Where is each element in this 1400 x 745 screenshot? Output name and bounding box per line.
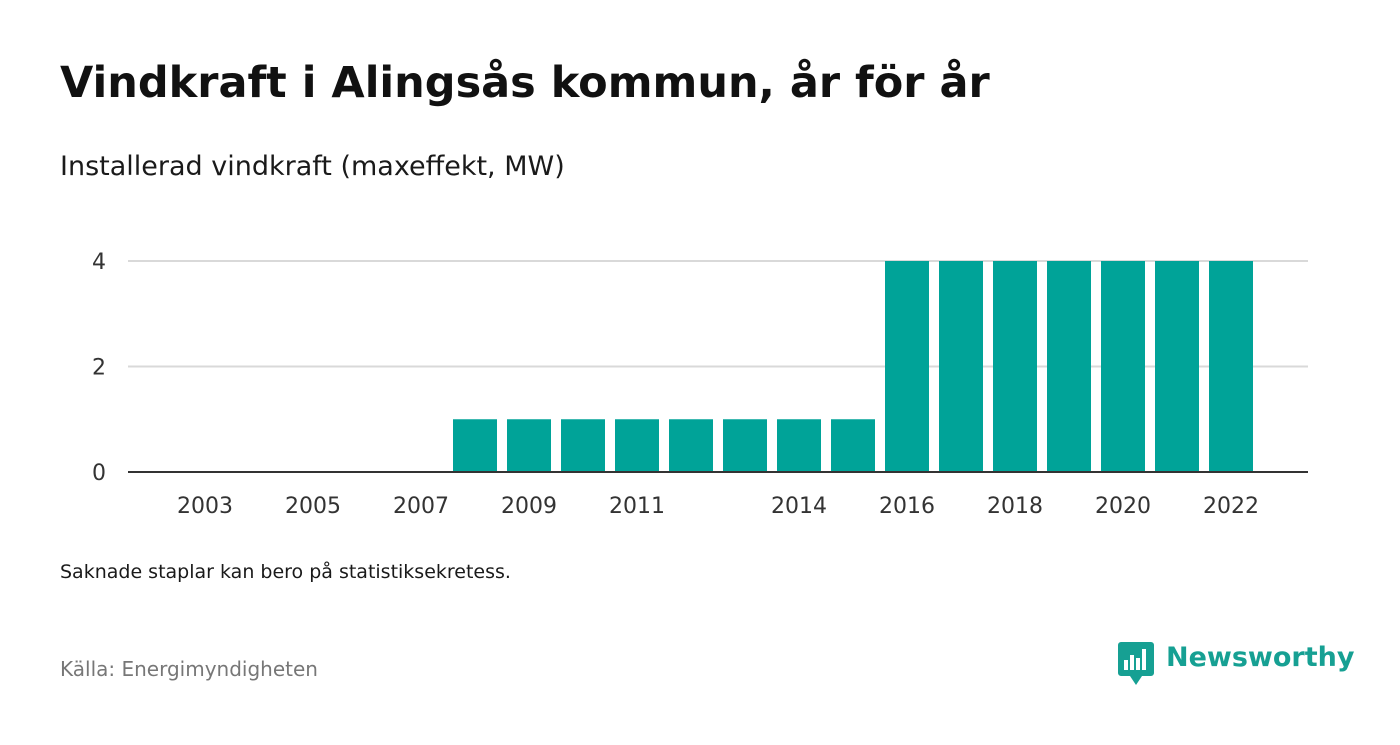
x-tick-label: 2022 xyxy=(1203,494,1259,519)
bar-2019 xyxy=(1047,261,1091,472)
bar-2021 xyxy=(1155,261,1199,472)
x-tick-label: 2007 xyxy=(393,494,449,519)
bar-2008 xyxy=(453,419,497,472)
y-tick-label: 0 xyxy=(92,461,106,486)
newsworthy-logo-icon xyxy=(1118,642,1154,685)
y-axis-ticks: 0 2 4 xyxy=(92,250,106,486)
chart-subtitle: Installerad vindkraft (maxeffekt, MW) xyxy=(60,151,565,182)
x-tick-label: 2011 xyxy=(609,494,665,519)
brand-name: Newsworthy xyxy=(1166,642,1355,673)
x-axis-ticks: 2003 2005 2007 2009 2011 2014 2016 2018 2020 2022 xyxy=(177,494,1259,519)
bar-2011 xyxy=(615,419,659,472)
bar-2016 xyxy=(885,261,929,472)
bar-2009 xyxy=(507,419,551,472)
x-tick-label: 2014 xyxy=(771,494,827,519)
bar-2012 xyxy=(669,419,713,472)
x-tick-label: 2018 xyxy=(987,494,1043,519)
source-credit: Källa: Energimyndigheten xyxy=(60,657,318,681)
y-tick-label: 2 xyxy=(92,356,106,381)
bar-2013 xyxy=(723,419,767,472)
bar-2020 xyxy=(1101,261,1145,472)
bar-2014 xyxy=(777,419,821,472)
brand-logo: Newsworthy xyxy=(1118,642,1354,686)
bar-2022 xyxy=(1209,261,1253,472)
bar-2010 xyxy=(561,419,605,472)
x-tick-label: 2003 xyxy=(177,494,233,519)
footnote: Saknade staplar kan bero på statistiksek… xyxy=(60,561,511,583)
bar-2015 xyxy=(831,419,875,472)
chart-title: Vindkraft i Alingsås kommun, år för år xyxy=(60,58,990,108)
x-tick-label: 2016 xyxy=(879,494,935,519)
x-tick-label: 2005 xyxy=(285,494,341,519)
bars xyxy=(453,261,1253,472)
x-tick-label: 2009 xyxy=(501,494,557,519)
bar-2017 xyxy=(939,261,983,472)
x-tick-label: 2020 xyxy=(1095,494,1151,519)
bar-2018 xyxy=(993,261,1037,472)
y-tick-label: 4 xyxy=(92,250,106,275)
